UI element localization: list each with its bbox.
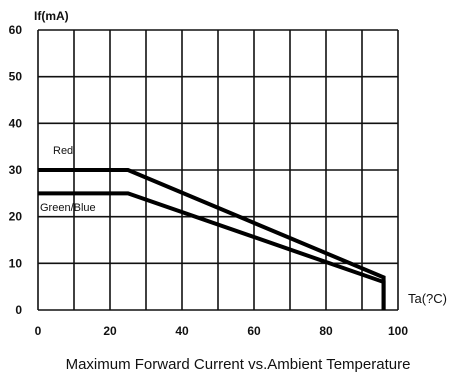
y-tick-label: 50 [9,70,23,84]
y-tick-label: 0 [15,303,22,317]
y-tick-label: 60 [9,23,23,37]
y-tick-label: 30 [9,163,23,177]
x-tick-label: 80 [319,324,333,338]
tick-labels: 0 10 20 30 40 50 60 0 20 40 60 80 100 [9,23,409,338]
series-line-green-blue [38,191,386,310]
series-layer [38,168,386,310]
series-line-red [38,168,386,310]
series-label-green-blue: Green/Blue [40,202,96,214]
x-tick-label: 20 [103,324,117,338]
y-axis-label: If(mA) [34,9,69,23]
x-tick-label: 60 [247,324,261,338]
y-tick-label: 20 [9,210,23,224]
y-tick-label: 40 [9,116,23,130]
x-tick-label: 0 [35,324,42,338]
grid [37,29,399,311]
y-tick-label: 10 [9,256,23,270]
series-label-red: Red [53,145,73,157]
x-tick-label: 40 [175,324,189,338]
x-tick-label: 100 [388,324,408,338]
x-axis-label: Ta(?C) [408,291,447,306]
chart-title: Maximum Forward Current vs.Ambient Tempe… [66,356,411,373]
